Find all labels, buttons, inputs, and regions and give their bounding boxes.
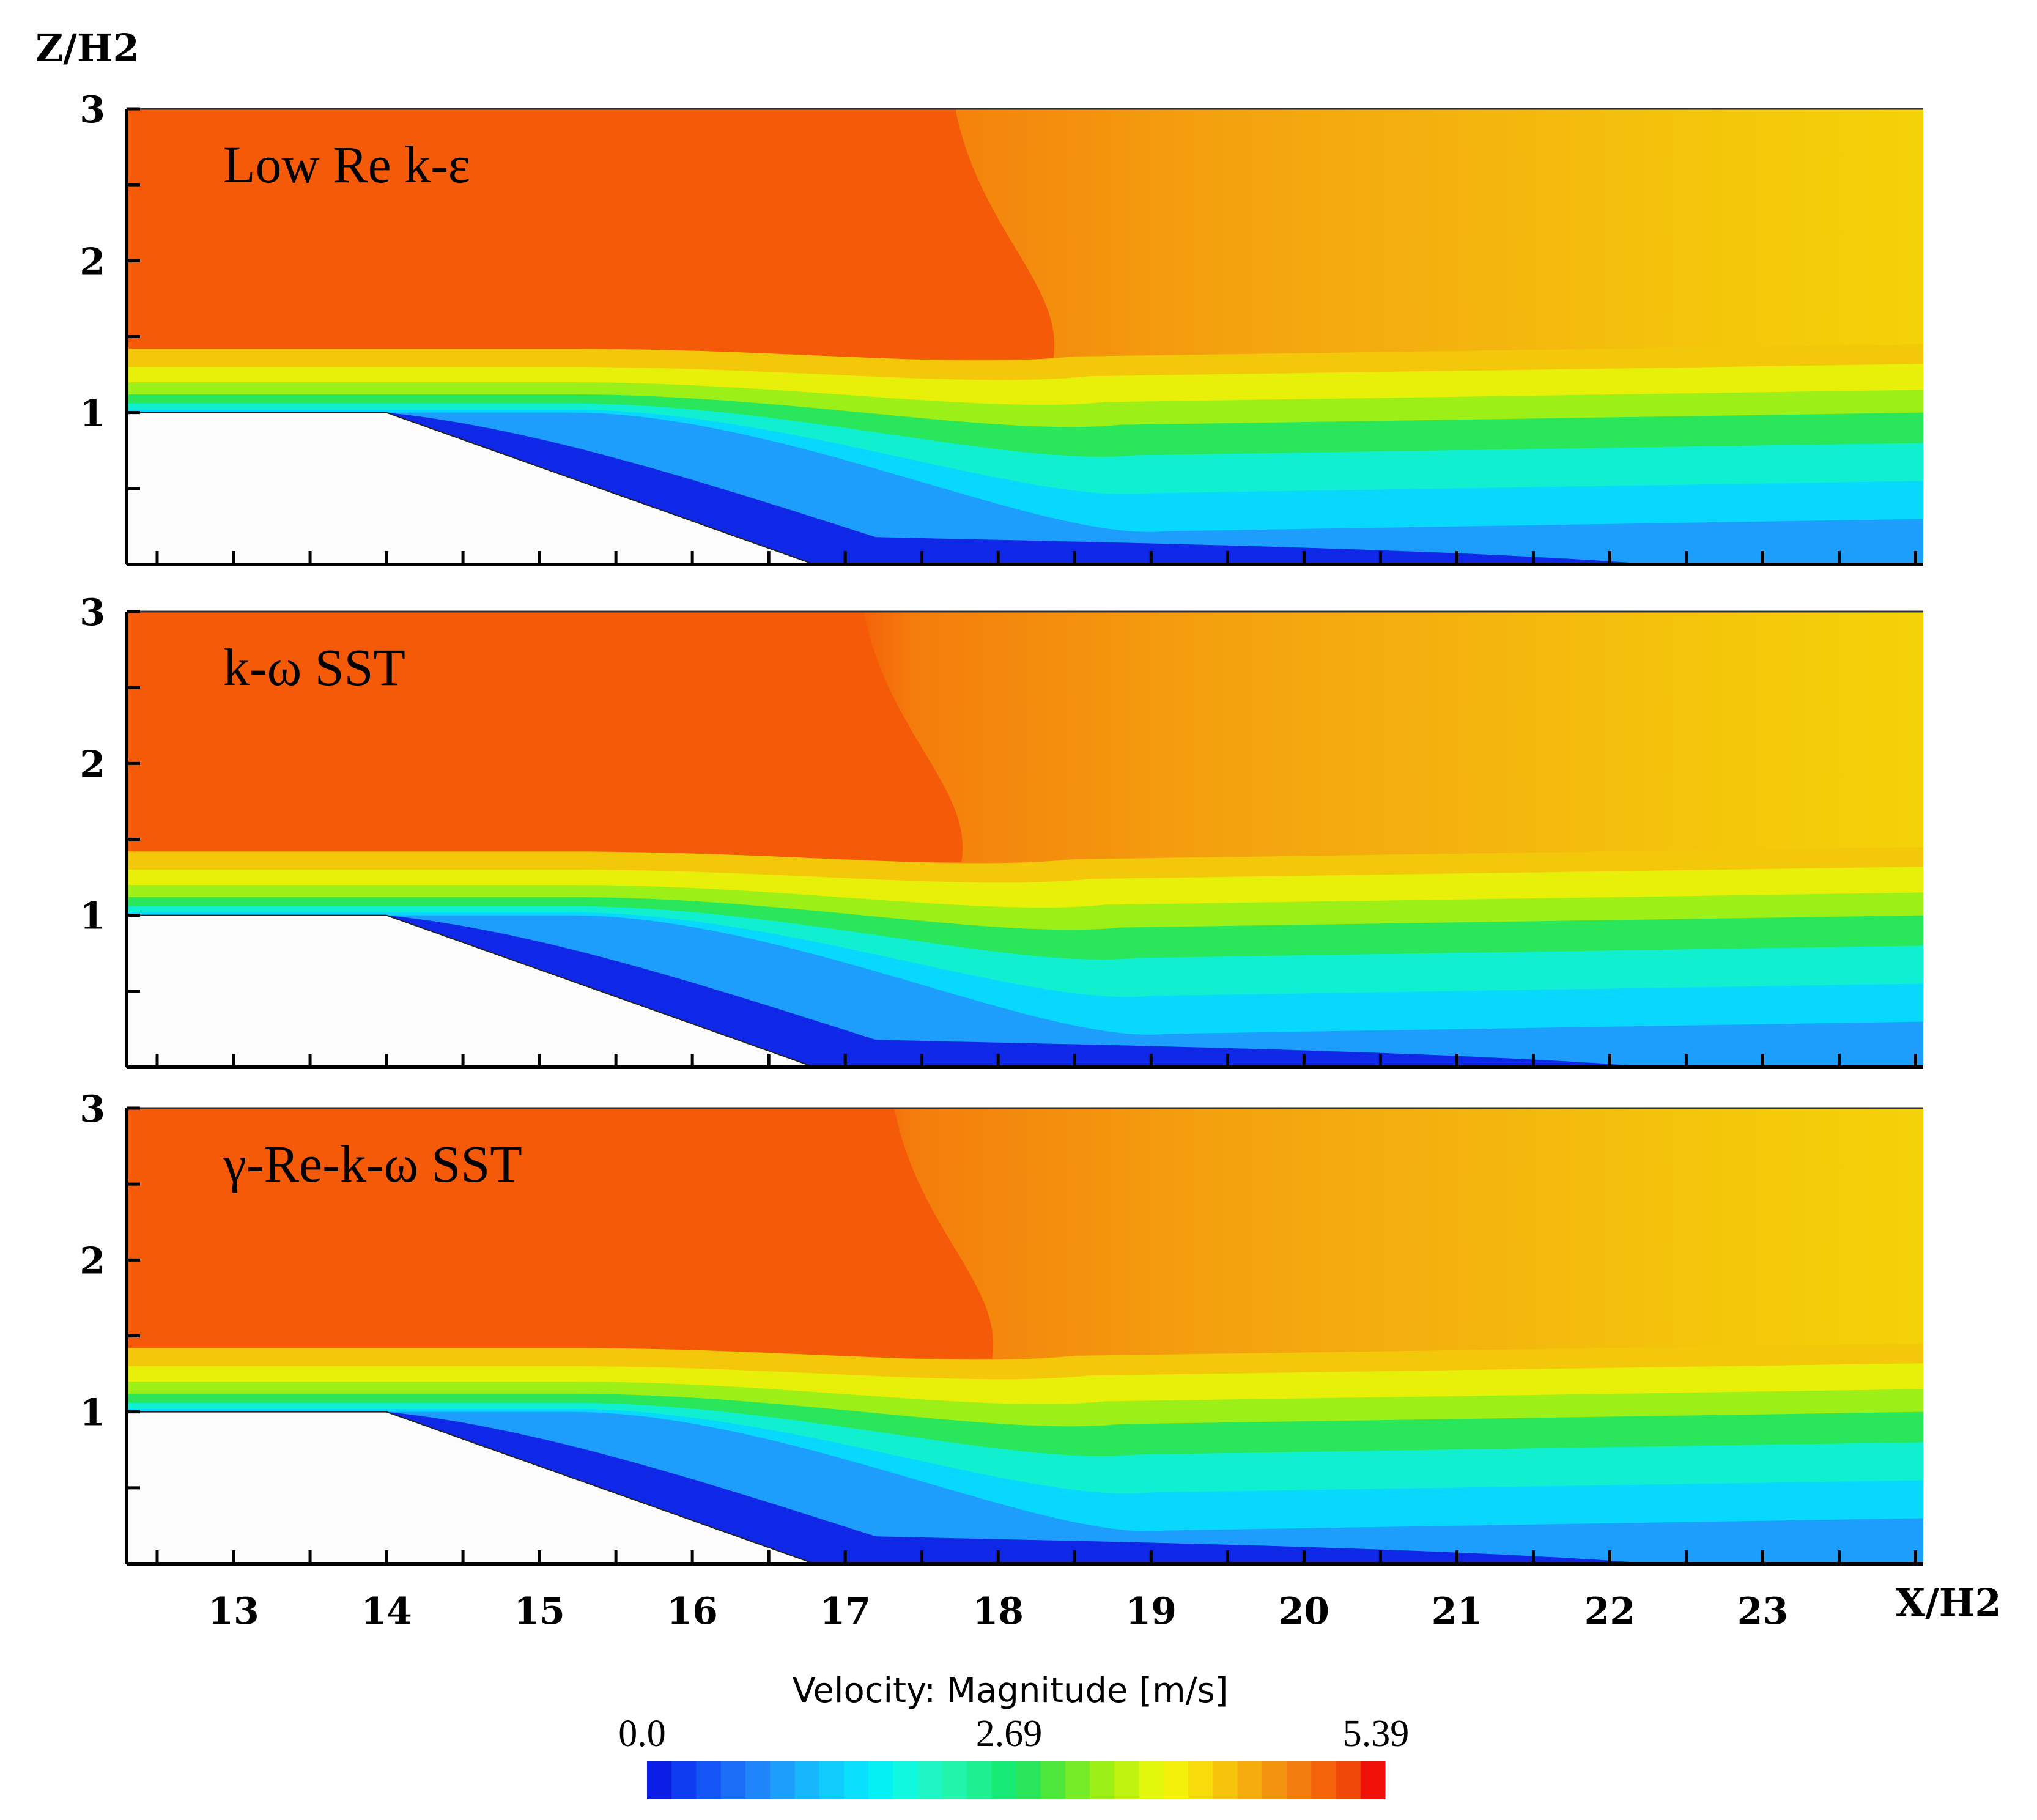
panel-gamma-re-k-omega-sst: 1 2 3 γ-Re-k-ω SST — [79, 1088, 1923, 1566]
colorbar-swatch — [843, 1761, 869, 1799]
x-tick-labels: 13 14 15 16 17 18 19 20 21 22 23 — [208, 1590, 1788, 1633]
x-tick-label: 13 — [208, 1590, 259, 1633]
x-tick-label: 22 — [1584, 1590, 1636, 1633]
panel-label: Low Re k-ε — [223, 135, 470, 194]
colorbar-swatch — [671, 1761, 697, 1799]
x-tick-label: 19 — [1126, 1590, 1177, 1633]
colorbar-swatch — [1090, 1761, 1115, 1799]
y-tick-label: 2 — [79, 240, 105, 283]
y-tick-label: 2 — [79, 1240, 105, 1282]
colorbar-swatch — [1016, 1761, 1041, 1799]
y-tick-label: 3 — [79, 1088, 105, 1131]
colorbar-swatch — [1336, 1761, 1361, 1799]
high-speed-core — [127, 109, 1055, 360]
panel-k-omega-sst: 1 2 3 k-ω SST — [79, 591, 1923, 1069]
colorbar-swatch — [868, 1761, 893, 1799]
x-tick-label: 17 — [819, 1590, 871, 1633]
colorbar-swatch — [1065, 1761, 1090, 1799]
colorbar-swatch — [1139, 1761, 1164, 1799]
y-tick-label: 3 — [79, 89, 105, 131]
colorbar-swatch — [893, 1761, 919, 1799]
x-tick-label: 15 — [514, 1590, 565, 1633]
panel-label: k-ω SST — [223, 638, 405, 697]
colorbar-swatch — [1213, 1761, 1238, 1799]
colorbar-swatch — [991, 1761, 1016, 1799]
colorbar: Velocity: Magnitude [m/s] 0.0 2.69 5.39 — [618, 1671, 1409, 1799]
colorbar-title: Velocity: Magnitude [m/s] — [792, 1671, 1228, 1711]
high-speed-core — [127, 612, 963, 862]
x-tick-label: 14 — [361, 1590, 412, 1633]
colorbar-mid-label: 2.69 — [976, 1713, 1043, 1755]
colorbar-swatch — [696, 1761, 722, 1799]
colorbar-min-label: 0.0 — [618, 1713, 666, 1755]
panel-label: γ-Re-k-ω SST — [223, 1134, 522, 1193]
y-axis-title: Z/H2 — [35, 26, 139, 70]
colorbar-swatch — [745, 1761, 771, 1799]
colorbar-swatch — [967, 1761, 992, 1799]
colorbar-swatch — [1040, 1761, 1066, 1799]
colorbar-swatch — [942, 1761, 967, 1799]
high-speed-core — [127, 1108, 994, 1359]
colorbar-swatch — [1237, 1761, 1263, 1799]
x-tick-label: 20 — [1279, 1590, 1330, 1633]
colorbar-swatches — [647, 1761, 1386, 1799]
colorbar-swatch — [1311, 1761, 1337, 1799]
colorbar-swatch — [647, 1761, 672, 1799]
y-tick-label: 3 — [79, 591, 105, 634]
colorbar-swatch — [794, 1761, 820, 1799]
colorbar-swatch — [1163, 1761, 1189, 1799]
y-tick-label: 1 — [79, 393, 105, 435]
x-tick-label: 23 — [1737, 1590, 1789, 1633]
y-tick-label: 1 — [79, 1392, 105, 1435]
x-tick-label: 16 — [667, 1590, 718, 1633]
colorbar-swatch — [1188, 1761, 1213, 1799]
colorbar-swatch — [1360, 1761, 1386, 1799]
colorbar-swatch — [917, 1761, 943, 1799]
y-tick-label: 1 — [79, 895, 105, 938]
panel-low-re-k-epsilon: 1 2 3 Low Re k-ε — [79, 89, 1923, 566]
colorbar-swatch — [720, 1761, 746, 1799]
x-tick-label: 21 — [1432, 1590, 1483, 1633]
colorbar-max-label: 5.39 — [1343, 1713, 1410, 1755]
colorbar-swatch — [1287, 1761, 1312, 1799]
colorbar-swatch — [1114, 1761, 1140, 1799]
colorbar-swatch — [1262, 1761, 1287, 1799]
x-axis-title: X/H2 — [1896, 1580, 2001, 1625]
colorbar-swatch — [770, 1761, 795, 1799]
colorbar-swatch — [819, 1761, 845, 1799]
panels: 1 2 3 Low Re k-ε 1 2 3 k-ω SST 1 2 3 γ-Re-k-ω SST — [79, 89, 1923, 1566]
y-tick-label: 2 — [79, 743, 105, 786]
x-tick-label: 18 — [972, 1590, 1024, 1633]
